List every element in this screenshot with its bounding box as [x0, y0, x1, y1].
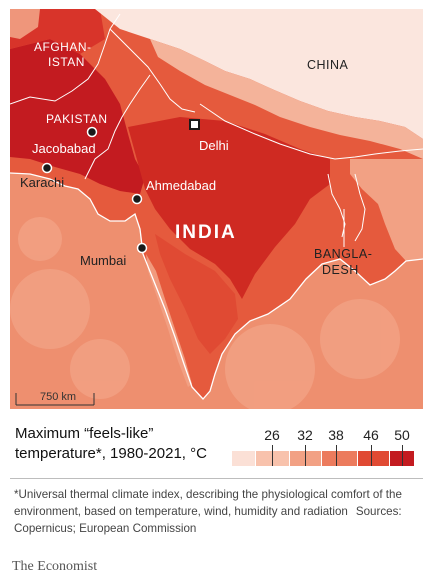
border-kashmir	[109, 28, 196, 113]
label-ahmedabad: Ahmedabad	[146, 178, 216, 193]
divider	[10, 478, 423, 479]
highlands-edge	[150, 39, 423, 159]
footnote: *Universal thermal climate index, descri…	[14, 486, 420, 537]
legend-color-bar	[232, 451, 414, 466]
hot-region-gangetic	[128, 117, 330, 299]
warm-region-deccan	[155, 234, 238, 354]
label-india: INDIA	[175, 222, 237, 243]
legend-swatch	[321, 451, 357, 466]
legend-tick: 50	[394, 427, 410, 443]
borders	[10, 13, 423, 242]
coastline	[10, 172, 423, 400]
border-india-nepal-china	[199, 103, 423, 160]
legend-swatch	[289, 451, 321, 466]
label-pakistan: PAKISTAN	[46, 112, 108, 126]
highlands-afghan	[10, 9, 40, 39]
legend-tick: 38	[328, 427, 344, 443]
legend-tick: 46	[363, 427, 379, 443]
scale-bar: 750 km	[15, 391, 95, 406]
border-india-pak	[84, 74, 151, 180]
brand-label: The Economist	[12, 559, 98, 574]
ahmedabad-marker	[131, 193, 143, 205]
label-jacobabad: Jacobabad	[32, 141, 96, 156]
label-karachi: Karachi	[20, 175, 64, 190]
highlands-tibet	[95, 9, 423, 139]
label-bangladesh-2: DESH	[322, 263, 359, 277]
hills-northeast	[350, 159, 423, 261]
map-canvas: AFGHAN- ISTAN PAKISTAN CHINA INDIA BANGL…	[10, 9, 423, 409]
label-bangladesh-1: BANGLA-	[314, 247, 372, 261]
border-afghan-pak	[10, 13, 121, 105]
mumbai-marker	[136, 242, 148, 254]
label-delhi: Delhi	[199, 138, 229, 153]
label-afghanistan-1: AFGHAN-	[34, 40, 92, 54]
hot-region-pakistan	[10, 39, 145, 194]
label-china: CHINA	[307, 58, 349, 72]
label-mumbai: Mumbai	[80, 253, 126, 268]
legend-swatch	[255, 451, 289, 466]
legend-tick: 26	[264, 427, 280, 443]
delhi-marker	[189, 119, 200, 130]
border-bangladesh-east	[354, 173, 366, 242]
legend-tick: 32	[297, 427, 313, 443]
legend-title: Maximum “feels-like” temperature*, 1980-…	[15, 425, 207, 462]
label-afghanistan-2: ISTAN	[48, 55, 85, 69]
jacobabad-marker	[86, 126, 98, 138]
heat-map: AFGHAN- ISTAN PAKISTAN CHINA INDIA BANGL…	[10, 9, 423, 409]
karachi-marker	[41, 162, 53, 174]
legend-swatch	[389, 451, 414, 466]
scale-label: 750 km	[40, 391, 76, 403]
footnote-text: *Universal thermal climate index, descri…	[14, 488, 402, 518]
ocean-texture	[10, 217, 400, 409]
legend-swatch	[232, 451, 255, 466]
legend: Maximum “feels-like” temperature*, 1980-…	[10, 418, 423, 474]
legend-swatch	[357, 451, 389, 466]
legend-ticks: 26 32 38 46 50	[232, 427, 422, 445]
footnote-sources: Sources: Copernicus; European Commission	[14, 505, 402, 535]
